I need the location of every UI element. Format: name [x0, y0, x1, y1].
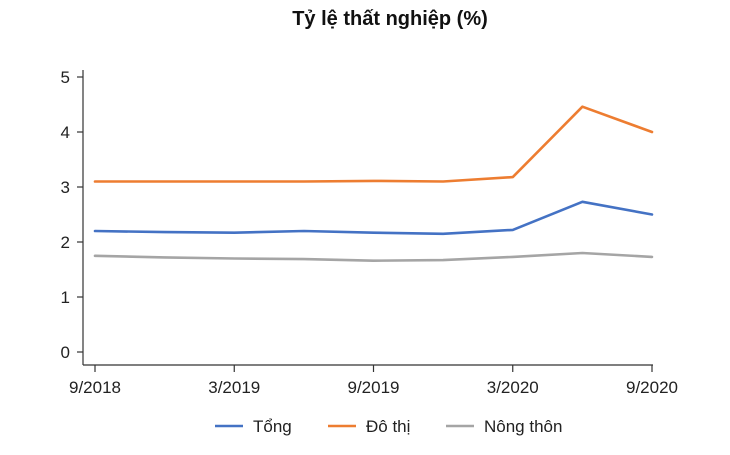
- legend-label: Nông thôn: [484, 417, 562, 436]
- series-line-1: [93, 105, 654, 183]
- axes: [82, 70, 653, 366]
- series-line-2: [93, 251, 654, 263]
- y-tick-label: 3: [61, 178, 70, 197]
- x-tick-label: 9/2020: [626, 378, 678, 397]
- y-tick-label: 0: [61, 343, 70, 362]
- y-ticks: 0 1 2 3 4 5: [61, 68, 83, 362]
- legend: Tổng Đô thị Nông thôn: [215, 417, 562, 436]
- y-tick-label: 1: [61, 288, 70, 307]
- legend-label: Đô thị: [366, 417, 410, 436]
- chart-title: Tỷ lệ thất nghiệp (%): [292, 8, 488, 30]
- x-ticks: 9/2018 3/2019 9/2019 3/2020 9/2020: [69, 365, 678, 397]
- series-lines: [93, 105, 654, 263]
- y-tick-label: 2: [61, 233, 70, 252]
- x-tick-label: 3/2020: [487, 378, 539, 397]
- legend-label: Tổng: [253, 417, 292, 436]
- y-tick-label: 4: [61, 123, 70, 142]
- x-tick-label: 3/2019: [208, 378, 260, 397]
- x-tick-label: 9/2019: [348, 378, 400, 397]
- y-tick-label: 5: [61, 68, 70, 87]
- series-line-0: [93, 200, 654, 236]
- x-tick-label: 9/2018: [69, 378, 121, 397]
